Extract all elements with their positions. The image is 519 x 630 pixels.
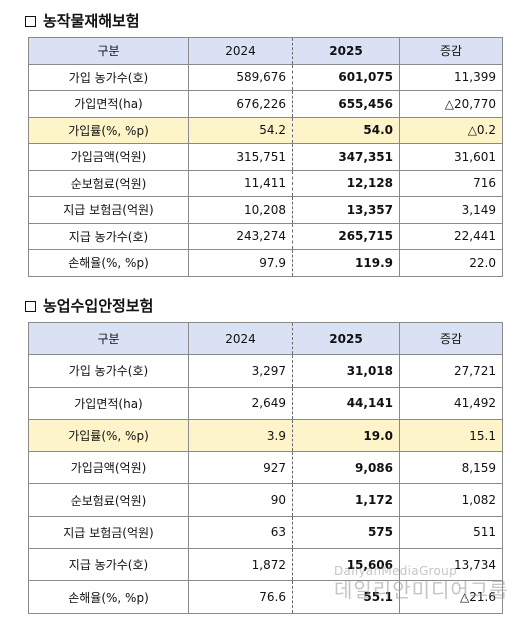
cell-2025: 15,606	[292, 548, 400, 582]
cell-2024: 927	[188, 451, 293, 485]
checkbox-square-icon	[25, 300, 36, 312]
cell-2025: 119.9	[292, 249, 400, 277]
cell-2024: 3,297	[188, 354, 293, 388]
cell-2025: 55.1	[292, 580, 400, 614]
cell-change: 1,082	[399, 483, 503, 517]
cell-2024: 315,751	[188, 143, 293, 171]
table-row: 가입금액(억원) 927 9,086 8,159	[28, 451, 503, 485]
row-label: 순보험료(억원)	[28, 169, 189, 197]
cell-change: 11,399	[399, 63, 503, 91]
header-category: 구분	[28, 37, 189, 65]
cell-2025: 44,141	[292, 386, 400, 420]
cell-2025: 347,351	[292, 143, 400, 171]
cell-2025: 9,086	[292, 451, 400, 485]
cell-2024: 589,676	[188, 63, 293, 91]
cell-change: 22,441	[399, 222, 503, 250]
cell-2024: 54.2	[188, 116, 293, 144]
table-row-highlighted: 가입률(%, %p) 54.2 54.0 △0.2	[28, 116, 503, 144]
section-title-text: 농업수입안정보험	[43, 297, 154, 315]
cell-change: 31,601	[399, 143, 503, 171]
row-label: 가입면적(ha)	[28, 90, 189, 118]
checkbox-square-icon	[25, 15, 36, 27]
header-2025: 2025	[292, 321, 400, 356]
cell-2024: 90	[188, 483, 293, 517]
table-header-row: 구분 2024 2025 증감	[28, 37, 503, 65]
section-title-crop-insurance: 농작물재해보험	[25, 12, 140, 30]
row-label: 순보험료(억원)	[28, 483, 189, 517]
table-row: 순보험료(억원) 90 1,172 1,082	[28, 483, 503, 517]
cell-change: 8,159	[399, 451, 503, 485]
table-row: 가입 농가수(호) 589,676 601,075 11,399	[28, 63, 503, 91]
cell-change: 41,492	[399, 386, 503, 420]
table-row: 가입면적(ha) 676,226 655,456 △20,770	[28, 90, 503, 118]
cell-2024: 97.9	[188, 249, 293, 277]
row-label: 지급 농가수(호)	[28, 548, 189, 582]
table-row: 가입금액(억원) 315,751 347,351 31,601	[28, 143, 503, 171]
table-header-row: 구분 2024 2025 증감	[28, 321, 503, 356]
cell-change: 3,149	[399, 196, 503, 224]
cell-2025: 655,456	[292, 90, 400, 118]
table-row: 지급 농가수(호) 243,274 265,715 22,441	[28, 222, 503, 250]
row-label: 가입률(%, %p)	[28, 418, 189, 453]
table-row: 가입면적(ha) 2,649 44,141 41,492	[28, 386, 503, 420]
row-label: 가입 농가수(호)	[28, 63, 189, 91]
cell-2025: 13,357	[292, 196, 400, 224]
section-title-text: 농작물재해보험	[43, 12, 140, 30]
row-label: 지급 농가수(호)	[28, 222, 189, 250]
cell-change: △20,770	[399, 90, 503, 118]
cell-2024: 3.9	[188, 418, 293, 453]
row-label: 지급 보험금(억원)	[28, 196, 189, 224]
cell-2025: 12,128	[292, 169, 400, 197]
row-label: 가입률(%, %p)	[28, 116, 189, 144]
header-2025: 2025	[292, 37, 400, 65]
cell-2024: 1,872	[188, 548, 293, 582]
cell-2024: 11,411	[188, 169, 293, 197]
cell-2024: 2,649	[188, 386, 293, 420]
income-insurance-table: 구분 2024 2025 증감 가입 농가수(호) 3,297 31,018 2…	[28, 321, 503, 614]
cell-2025: 54.0	[292, 116, 400, 144]
row-label: 가입금액(억원)	[28, 451, 189, 485]
section-title-income-insurance: 농업수입안정보험	[25, 297, 153, 315]
cell-2025: 575	[292, 515, 400, 550]
cell-2025: 265,715	[292, 222, 400, 250]
cell-2024: 76.6	[188, 580, 293, 614]
cell-2025: 601,075	[292, 63, 400, 91]
table-row: 지급 보험금(억원) 10,208 13,357 3,149	[28, 196, 503, 224]
table-row-highlighted: 가입률(%, %p) 3.9 19.0 15.1	[28, 418, 503, 453]
cell-change: 13,734	[399, 548, 503, 582]
header-2024: 2024	[188, 37, 293, 65]
header-change: 증감	[399, 321, 503, 356]
row-label: 가입금액(억원)	[28, 143, 189, 171]
table-row: 지급 농가수(호) 1,872 15,606 13,734	[28, 548, 503, 582]
cell-2024: 243,274	[188, 222, 293, 250]
cell-change: 511	[399, 515, 503, 550]
cell-change: 27,721	[399, 354, 503, 388]
header-change: 증감	[399, 37, 503, 65]
cell-2024: 10,208	[188, 196, 293, 224]
cell-2024: 63	[188, 515, 293, 550]
cell-change: 15.1	[399, 418, 503, 453]
row-label: 가입 농가수(호)	[28, 354, 189, 388]
table-row: 손해율(%, %p) 76.6 55.1 △21.6	[28, 580, 503, 614]
row-label: 가입면적(ha)	[28, 386, 189, 420]
cell-2025: 19.0	[292, 418, 400, 453]
row-label: 손해율(%, %p)	[28, 580, 189, 614]
table-row: 손해율(%, %p) 97.9 119.9 22.0	[28, 249, 503, 277]
row-label: 손해율(%, %p)	[28, 249, 189, 277]
cell-change: 716	[399, 169, 503, 197]
cell-change: 22.0	[399, 249, 503, 277]
cell-change: △0.2	[399, 116, 503, 144]
cell-2025: 31,018	[292, 354, 400, 388]
table-row: 가입 농가수(호) 3,297 31,018 27,721	[28, 354, 503, 388]
cell-2024: 676,226	[188, 90, 293, 118]
cell-change: △21.6	[399, 580, 503, 614]
header-category: 구분	[28, 321, 189, 356]
cell-2025: 1,172	[292, 483, 400, 517]
header-2024: 2024	[188, 321, 293, 356]
row-label: 지급 보험금(억원)	[28, 515, 189, 550]
table-row: 순보험료(억원) 11,411 12,128 716	[28, 169, 503, 197]
table-row: 지급 보험금(억원) 63 575 511	[28, 515, 503, 550]
crop-insurance-table: 구분 2024 2025 증감 가입 농가수(호) 589,676 601,07…	[28, 37, 503, 277]
